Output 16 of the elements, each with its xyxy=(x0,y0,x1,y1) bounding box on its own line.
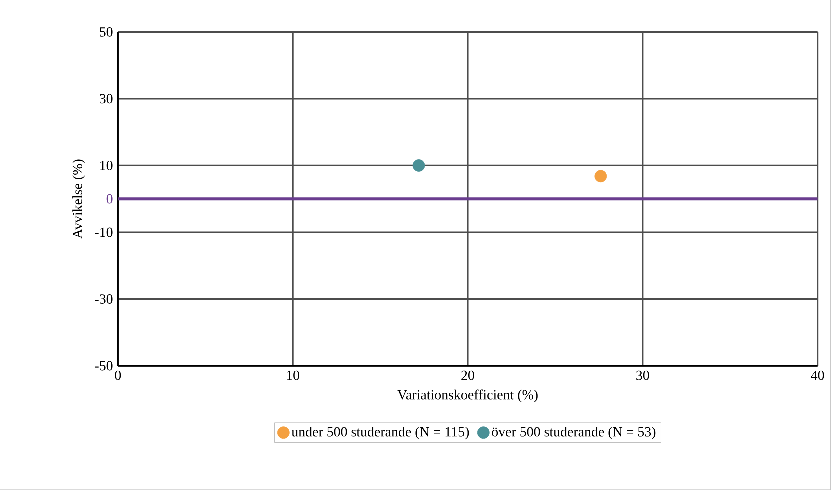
x-tick-label: 0 xyxy=(115,370,122,380)
y-tick-label: -30 xyxy=(95,294,113,304)
x-tick-label: 10 xyxy=(287,370,300,380)
y-tick-label: 30 xyxy=(100,94,113,104)
legend-label: under 500 studerande (N = 115) xyxy=(292,426,470,440)
x-tick-label: 20 xyxy=(462,370,474,380)
x-axis-title: Variationskoefficient (%) xyxy=(398,390,538,402)
ref-line-label: 0 xyxy=(106,194,113,204)
y-tick-label: 10 xyxy=(100,160,113,170)
y-axis-title: Avvikelse (%) xyxy=(72,160,86,239)
x-tick-label: 40 xyxy=(811,370,824,380)
x-tick-label: 30 xyxy=(636,370,650,380)
legend-label: över 500 studerande (N = 53) xyxy=(492,426,656,440)
y-tick-label: 50 xyxy=(100,27,113,37)
y-tick-label: -10 xyxy=(95,228,113,238)
y-tick-label: -50 xyxy=(95,361,113,371)
